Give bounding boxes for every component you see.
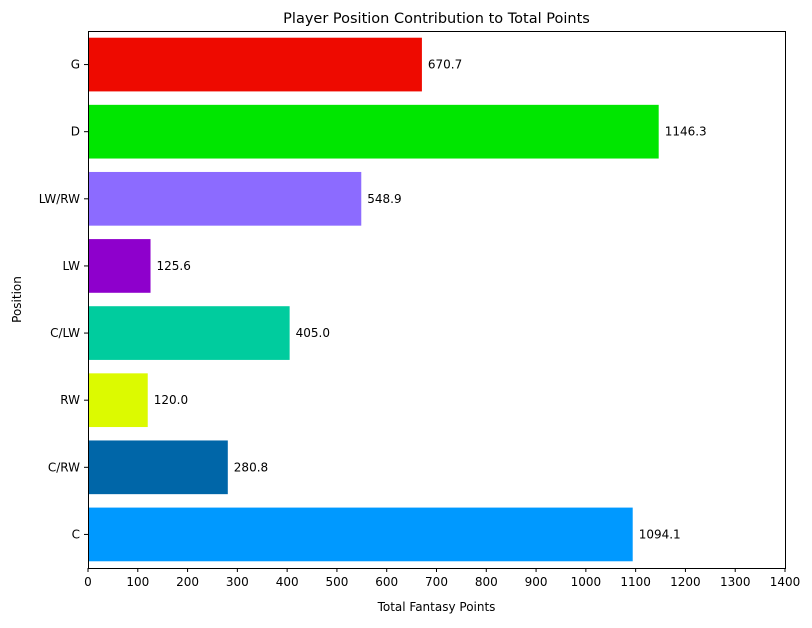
x-tick-label-1100: 1100 bbox=[620, 575, 651, 589]
bar-value-label-c-rw: 280.8 bbox=[234, 460, 268, 474]
x-tick-label-500: 500 bbox=[325, 575, 348, 589]
bar-c-lw bbox=[88, 306, 290, 360]
x-tick-label-800: 800 bbox=[475, 575, 498, 589]
bars-group bbox=[88, 37, 659, 562]
y-tick-label-c: C bbox=[72, 527, 80, 541]
bar-g bbox=[88, 37, 422, 92]
bar-c-rw bbox=[88, 440, 228, 495]
y-axis: C C/RW RW C/LW LW LW/RW D G bbox=[39, 58, 88, 541]
bar-labels-group: 1094.1 280.8 120.0 405.0 125.6 548.9 1146.3 670… bbox=[154, 58, 707, 542]
x-tick-label-900: 900 bbox=[525, 575, 548, 589]
bar-d bbox=[88, 104, 659, 159]
y-tick-label-c-rw: C/RW bbox=[48, 460, 80, 474]
x-tick-label-1300: 1300 bbox=[720, 575, 751, 589]
bar-rw bbox=[88, 373, 148, 428]
bar-c bbox=[88, 507, 633, 562]
y-axis-label: Position bbox=[10, 276, 24, 323]
y-tick-label-rw: RW bbox=[60, 393, 80, 407]
bar-value-label-g: 670.7 bbox=[428, 58, 462, 72]
bar-value-label-d: 1146.3 bbox=[665, 125, 707, 139]
bar-value-label-c: 1094.1 bbox=[639, 527, 681, 541]
bar-lw-rw bbox=[88, 171, 362, 226]
x-tick-label-1000: 1000 bbox=[571, 575, 602, 589]
bar-value-label-c-lw: 405.0 bbox=[296, 326, 330, 340]
bar-value-label-lw-rw: 548.9 bbox=[367, 192, 401, 206]
bar-value-label-lw: 125.6 bbox=[157, 259, 191, 273]
x-tick-label-100: 100 bbox=[126, 575, 149, 589]
y-tick-label-g: G bbox=[71, 58, 80, 72]
y-tick-label-d: D bbox=[71, 125, 80, 139]
x-tick-label-200: 200 bbox=[176, 575, 199, 589]
x-axis-label: Total Fantasy Points bbox=[377, 600, 496, 614]
x-tick-label-1200: 1200 bbox=[670, 575, 701, 589]
x-tick-label-700: 700 bbox=[425, 575, 448, 589]
bar-lw bbox=[88, 239, 151, 293]
x-tick-label-600: 600 bbox=[375, 575, 398, 589]
x-tick-label-300: 300 bbox=[226, 575, 249, 589]
x-axis: 0 100 200 300 400 500 600 700 800 900 1000 1100 1200… bbox=[84, 568, 800, 589]
y-tick-label-lw: LW bbox=[63, 259, 81, 273]
x-tick-label-400: 400 bbox=[276, 575, 299, 589]
x-tick-label-0: 0 bbox=[84, 575, 92, 589]
y-tick-label-c-lw: C/LW bbox=[50, 326, 80, 340]
x-tick-label-1400: 1400 bbox=[770, 575, 801, 589]
y-tick-label-lw-rw: LW/RW bbox=[39, 192, 80, 206]
chart-title: Player Position Contribution to Total Po… bbox=[283, 11, 590, 27]
bar-value-label-rw: 120.0 bbox=[154, 393, 188, 407]
